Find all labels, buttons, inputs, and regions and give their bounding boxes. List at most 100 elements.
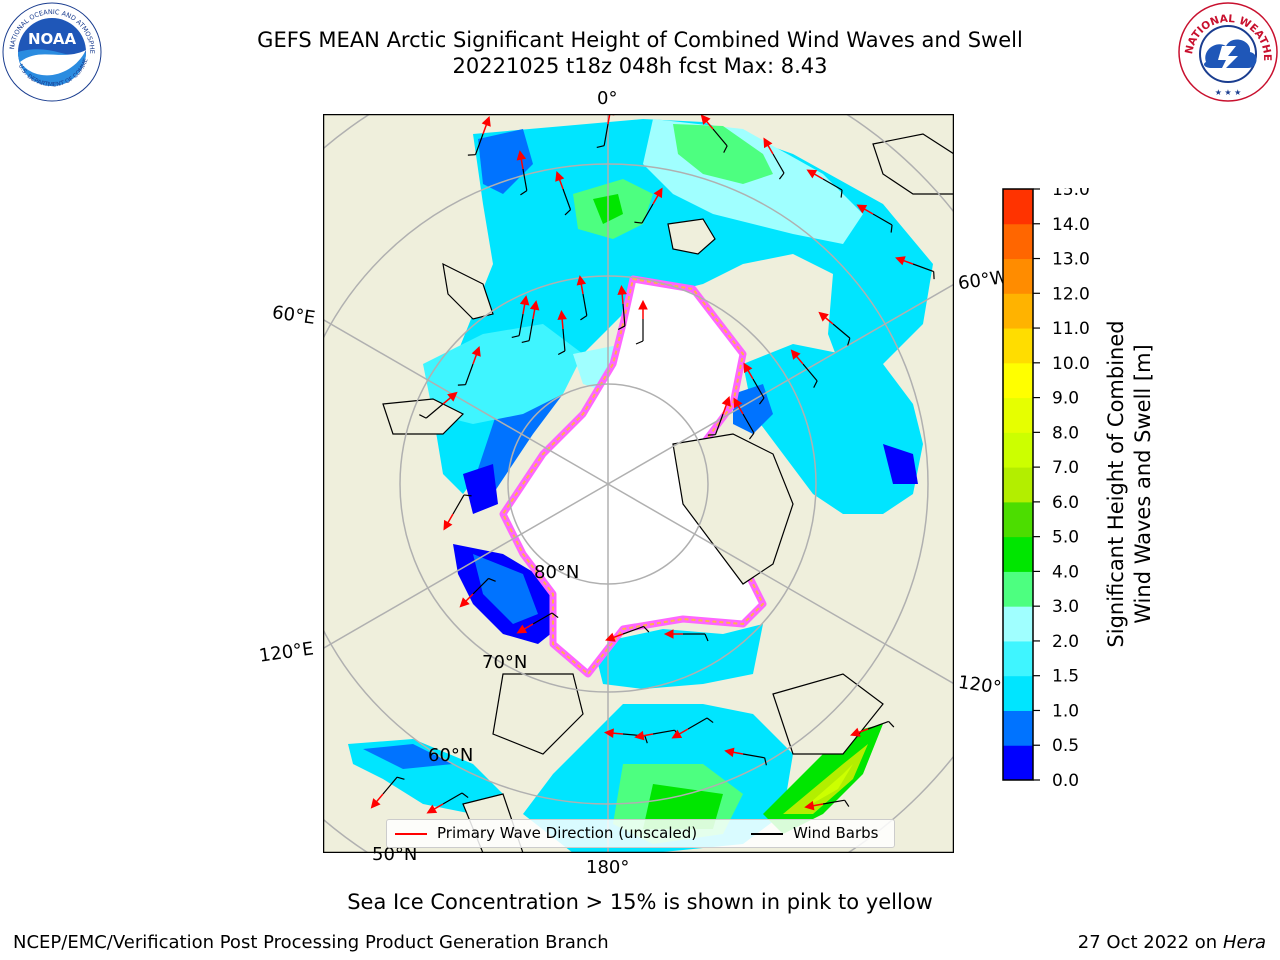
- footer-org: NCEP/EMC/Verification Post Processing Pr…: [13, 932, 609, 953]
- colorbar-segment: [1003, 328, 1033, 364]
- lon-label-60e: 60°E: [270, 302, 317, 329]
- wave-direction-arrow: [806, 169, 824, 180]
- colorbar-segment: [1003, 189, 1033, 225]
- wave-direction-arrow: [443, 513, 454, 531]
- colorbar-tick-label: 7.0: [1052, 458, 1079, 478]
- wind-barb: [635, 319, 644, 345]
- wave-direction-arrow: [663, 629, 683, 639]
- wind-barb: [822, 799, 850, 807]
- wind-barb: [707, 413, 724, 436]
- colorbar-segment: [1003, 640, 1033, 677]
- map-legend: Primary Wave Direction (unscaled) Wind B…: [386, 819, 895, 848]
- colorbar-tick-label: 1.5: [1052, 667, 1079, 687]
- wind-barb: [472, 577, 496, 595]
- colorbar: 0.0 0.5 1.0 1.5 2.0 3.0 4.0 5.0 6.0 7.0 8.0 9.0 10.0…: [1000, 180, 1280, 791]
- wave-direction-arrow: [605, 632, 624, 642]
- wave-direction-arrow: [856, 204, 874, 215]
- colorbar-segment: [1003, 606, 1033, 642]
- lon-label-0: 0°: [597, 88, 618, 109]
- colorbar-tick-label: 13.0: [1052, 250, 1090, 270]
- lon-label-120e: 120°E: [257, 638, 315, 667]
- colorbar-tick-label: 4.0: [1052, 562, 1079, 582]
- wave-direction-arrow: [763, 137, 774, 155]
- wind-barb: [596, 123, 609, 148]
- colorbar-tick-label: 3.0: [1052, 597, 1079, 617]
- wave-direction-arrow: [442, 391, 458, 405]
- wave-direction-arrow: [426, 803, 444, 814]
- wind-barb: [467, 133, 484, 156]
- wave-direction-arrow: [671, 728, 689, 739]
- wind-barb: [511, 313, 524, 338]
- colorbar-segment: [1003, 745, 1033, 781]
- legend-wave-direction: Primary Wave Direction (unscaled): [395, 824, 697, 842]
- wind-barb: [712, 128, 728, 153]
- colorbar-tick-label: 11.0: [1052, 319, 1090, 339]
- wind-barb: [772, 153, 785, 180]
- colorbar-segment: [1003, 258, 1033, 294]
- wave-direction-arrow: [603, 728, 624, 738]
- wave-direction-arrow: [700, 114, 714, 130]
- wind-barb: [520, 168, 528, 196]
- colorbar-tick-label: 1.0: [1052, 701, 1079, 721]
- wind-barb: [521, 318, 534, 343]
- colorbar-segment: [1003, 293, 1033, 329]
- wind-barb: [562, 188, 572, 216]
- wave-direction-arrow: [459, 593, 474, 608]
- wave-direction-arrow: [652, 187, 663, 205]
- colorbar-tick-label: 12.0: [1052, 284, 1090, 304]
- wave-direction-arrow: [895, 256, 914, 266]
- lat-label-60n: 60°N: [428, 745, 474, 766]
- colorbar-tick-label: 8.0: [1052, 423, 1079, 443]
- wave-direction-arrow: [516, 150, 527, 170]
- nws-logo: NATIONAL WEATHER SERVICE ★ ★ ★: [1174, 0, 1278, 102]
- wind-barb: [832, 323, 851, 346]
- wave-direction-arrow: [370, 793, 384, 809]
- wave-direction-arrow: [850, 727, 869, 737]
- sea-ice-caption: Sea Ice Concentration > 15% is shown in …: [347, 890, 933, 914]
- colorbar-segment: [1003, 571, 1033, 607]
- colorbar-tick-label: 15.0: [1052, 188, 1090, 200]
- colorbar-segment: [1003, 432, 1033, 468]
- svg-text:★ ★ ★: ★ ★ ★: [1215, 88, 1242, 97]
- wind-barb: [557, 328, 566, 356]
- svg-text:NOAA: NOAA: [28, 30, 77, 48]
- wave-direction-arrow: [743, 362, 754, 380]
- colorbar-tick-label: 5.0: [1052, 528, 1079, 548]
- wave-direction-arrows: [370, 114, 914, 814]
- wave-direction-arrow: [555, 171, 565, 190]
- colorbar-label-line1: Significant Height of Combined: [1104, 320, 1128, 647]
- wind-barb: [802, 363, 818, 388]
- wave-direction-arrow: [481, 116, 491, 135]
- wind-barb: [457, 363, 474, 386]
- wave-direction-arrow: [790, 349, 804, 365]
- colorbar-segment: [1003, 467, 1033, 503]
- wave-direction-arrow: [617, 284, 627, 305]
- wind-barb: [580, 293, 588, 321]
- polar-map: [322, 113, 955, 854]
- wave-direction-arrow: [638, 299, 648, 319]
- colorbar-segment: [1003, 710, 1033, 746]
- lat-label-80n: 80°N: [534, 562, 580, 583]
- wind-barb: [687, 717, 714, 730]
- wind-barb: [683, 633, 709, 642]
- wave-direction-swatch: [395, 832, 427, 835]
- noaa-logo: NOAA NATIONAL OCEANIC AND ATMOSPHERIC AD…: [0, 0, 102, 102]
- wind-barb: [442, 792, 469, 805]
- wave-direction-arrow: [818, 311, 834, 325]
- colorbar-segment: [1003, 362, 1033, 399]
- colorbar-tick-label: 9.0: [1052, 389, 1079, 409]
- wave-direction-arrow: [804, 800, 824, 811]
- wind-barb: [872, 213, 893, 233]
- colorbar-label-line2: Wind Waves and Swell [m]: [1131, 344, 1155, 624]
- map-title: GEFS MEAN Arctic Significant Height of C…: [257, 28, 1023, 52]
- footer-date: 27 Oct 2022 on Hera: [1077, 932, 1266, 953]
- wave-direction-arrow: [576, 275, 587, 295]
- colorbar-tick-label: 10.0: [1052, 354, 1090, 374]
- wind-barbs-swatch: [751, 832, 783, 835]
- lat-label-70n: 70°N: [482, 652, 528, 673]
- wind-barbs: [382, 123, 935, 807]
- wave-direction-arrow: [724, 747, 744, 758]
- wave-direction-arrow: [557, 309, 567, 330]
- colorbar-tick-label: 0.0: [1052, 771, 1079, 788]
- wind-barb: [532, 612, 559, 625]
